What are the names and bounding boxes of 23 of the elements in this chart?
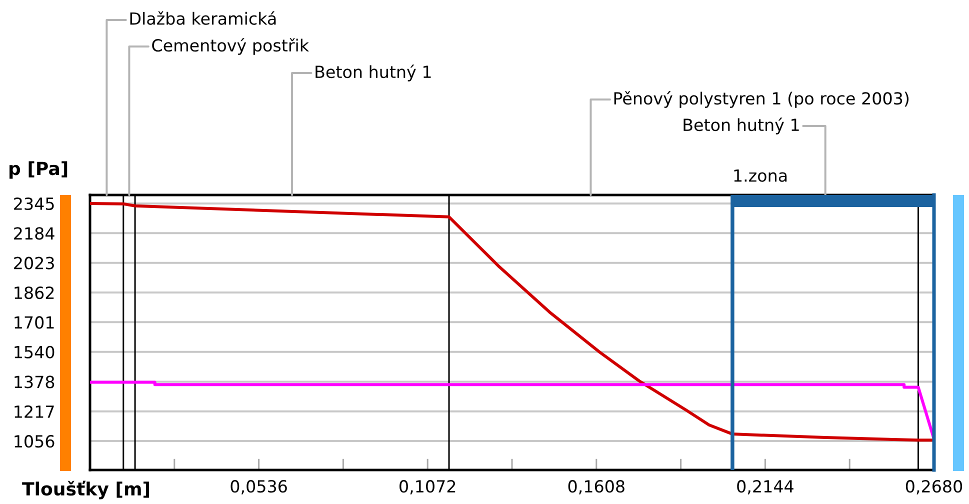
- text: Dlažba keramická: [130, 11, 276, 25]
- x-tick-label: 0,0536: [230, 480, 287, 494]
- band-label: 1.zona: [734, 169, 787, 182]
- x-tick-label: 0,2680: [906, 480, 962, 494]
- text: Beton hutný 1: [316, 64, 431, 82]
- y-tick-label: 1217: [14, 405, 54, 418]
- y-tick-label: 2345: [14, 197, 54, 210]
- x-tick-label: 0,1072: [400, 480, 456, 494]
- y-axis-title: p [Pa]: [10, 161, 68, 179]
- y-tick-label: 2184: [14, 227, 54, 240]
- y-tick-label: 1540: [14, 346, 54, 358]
- line-series: [90, 202, 934, 442]
- y-tick-label: 1378: [14, 376, 54, 388]
- text: Cementový postřik: [152, 38, 309, 55]
- text: Pěnový polystyren 1 (po roce 2003): [614, 91, 909, 108]
- text: Beton hutný 1: [684, 118, 799, 134]
- y-tick-label: 2023: [14, 256, 54, 270]
- y-tick-label: 1862: [14, 286, 54, 300]
- x-axis-title: Tloušťky [m]: [22, 480, 149, 500]
- x-tick-label: 0,2144: [737, 480, 794, 494]
- y-tick-label: 1701: [14, 316, 54, 329]
- x-tick-label: 0,1608: [568, 480, 624, 494]
- y-tick-label: 1056: [14, 435, 54, 448]
